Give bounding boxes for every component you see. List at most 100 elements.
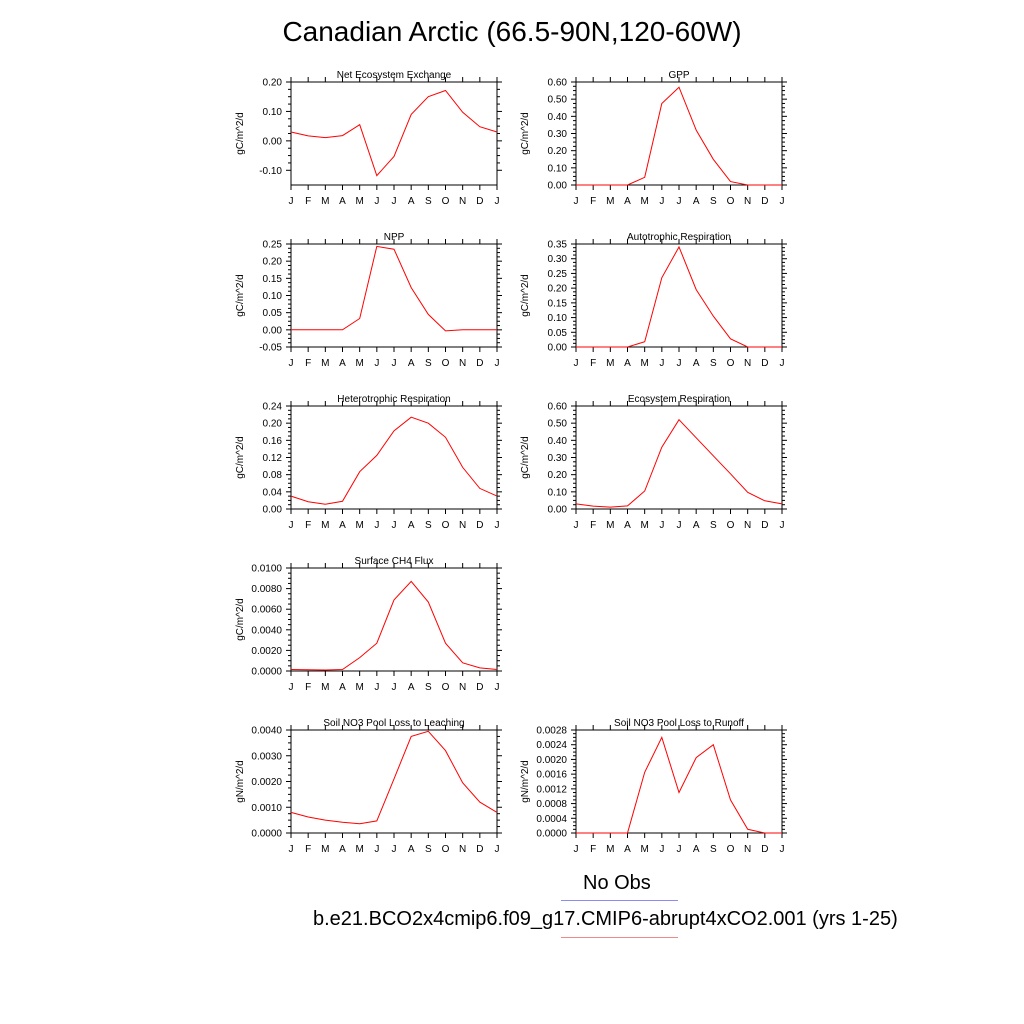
x-tick-label: J [374,520,379,531]
x-tick-label: D [761,520,768,531]
x-tick-label: D [476,196,483,207]
x-tick-label: N [459,844,466,855]
y-tick-label: 0.0004 [536,814,567,825]
y-tick-label: 0.0008 [536,799,567,810]
x-tick-label: S [710,358,717,369]
y-tick-label: 0.15 [263,274,283,285]
y-tick-label: 0.50 [548,419,568,430]
series-line [576,86,782,186]
x-tick-label: O [442,358,450,369]
y-tick-label: 0.10 [548,487,568,498]
x-tick-label: M [640,520,648,531]
x-tick-label: D [761,358,768,369]
x-tick-label: A [339,844,346,855]
series-line [576,245,782,348]
chart-title: Soil NO3 Pool Loss to Leaching [323,718,464,729]
y-tick-label: 0.0000 [251,829,282,840]
legend-case-label: b.e21.BCO2x4cmip6.f09_g17.CMIP6-abrupt4x… [313,908,898,930]
x-tick-label: A [408,196,415,207]
x-tick-label: A [693,196,700,207]
y-tick-label: 0.30 [548,453,568,464]
y-tick-label: 0.40 [548,436,568,447]
x-tick-label: N [744,844,751,855]
y-tick-label: 0.10 [263,291,283,302]
x-tick-label: M [640,196,648,207]
x-tick-label: S [425,196,432,207]
x-tick-label: O [727,844,735,855]
x-tick-label: J [495,520,500,531]
x-tick-label: J [574,520,579,531]
y-tick-label: 0.00 [263,505,283,516]
y-tick-label: 0.16 [263,436,283,447]
x-tick-label: J [574,358,579,369]
x-tick-label: J [374,196,379,207]
chart-title: NPP [384,232,405,243]
y-tick-label: 0.00 [548,343,568,354]
x-tick-label: M [640,358,648,369]
x-tick-label: M [355,682,363,693]
x-tick-label: O [442,844,450,855]
y-tick-label: 0.40 [548,112,568,123]
x-tick-label: J [289,196,294,207]
x-tick-label: J [677,520,682,531]
x-tick-label: J [495,196,500,207]
series-line [290,580,498,671]
x-tick-label: M [321,682,329,693]
x-tick-label: J [574,844,579,855]
x-tick-label: J [392,196,397,207]
y-tick-label: 0.30 [548,129,568,140]
y-tick-label: 0.30 [548,254,568,265]
chart-title: Autotrophic Respiration [627,232,731,243]
plot-frame [290,405,498,510]
y-tick-label: 0.0080 [251,584,282,595]
series-line [575,418,783,508]
y-tick-label: 0.0012 [536,784,567,795]
x-tick-label: J [392,358,397,369]
x-tick-label: N [459,196,466,207]
x-tick-label: M [321,520,329,531]
y-tick-label: -0.10 [259,166,282,177]
x-tick-label: A [408,844,415,855]
x-tick-label: A [339,682,346,693]
x-tick-label: D [476,520,483,531]
plot-frame [290,567,498,672]
legend-obs-line [561,900,678,901]
x-tick-label: A [624,844,631,855]
x-tick-label: D [476,844,483,855]
page-title: Canadian Arctic (66.5-90N,120-60W) [282,16,742,47]
x-tick-label: A [624,196,631,207]
x-tick-label: S [425,682,432,693]
x-tick-label: J [780,520,785,531]
x-tick-label: J [289,844,294,855]
chart-title: Surface CH4 Flux [355,556,434,567]
series-line [290,730,498,825]
x-tick-label: A [693,358,700,369]
x-tick-label: J [374,358,379,369]
x-tick-label: J [392,520,397,531]
y-tick-label: 0.0024 [536,740,567,751]
x-tick-label: N [744,358,751,369]
x-tick-label: F [590,358,596,369]
series-line [290,89,498,177]
series-line [290,416,498,505]
x-tick-label: N [459,358,466,369]
x-tick-label: O [442,682,450,693]
x-tick-label: A [408,520,415,531]
y-tick-label: 0.10 [263,107,283,118]
y-tick-label: 0.04 [263,487,283,498]
chart-title: Soil NO3 Pool Loss to Runoff [614,718,744,729]
chart-title: Net Ecosystem Exchange [337,70,452,81]
x-tick-label: J [392,844,397,855]
x-tick-label: J [677,196,682,207]
x-tick-label: M [355,358,363,369]
x-tick-label: D [476,358,483,369]
y-tick-label: 0.05 [263,308,283,319]
y-axis-label: gC/m^2/d [520,274,531,317]
